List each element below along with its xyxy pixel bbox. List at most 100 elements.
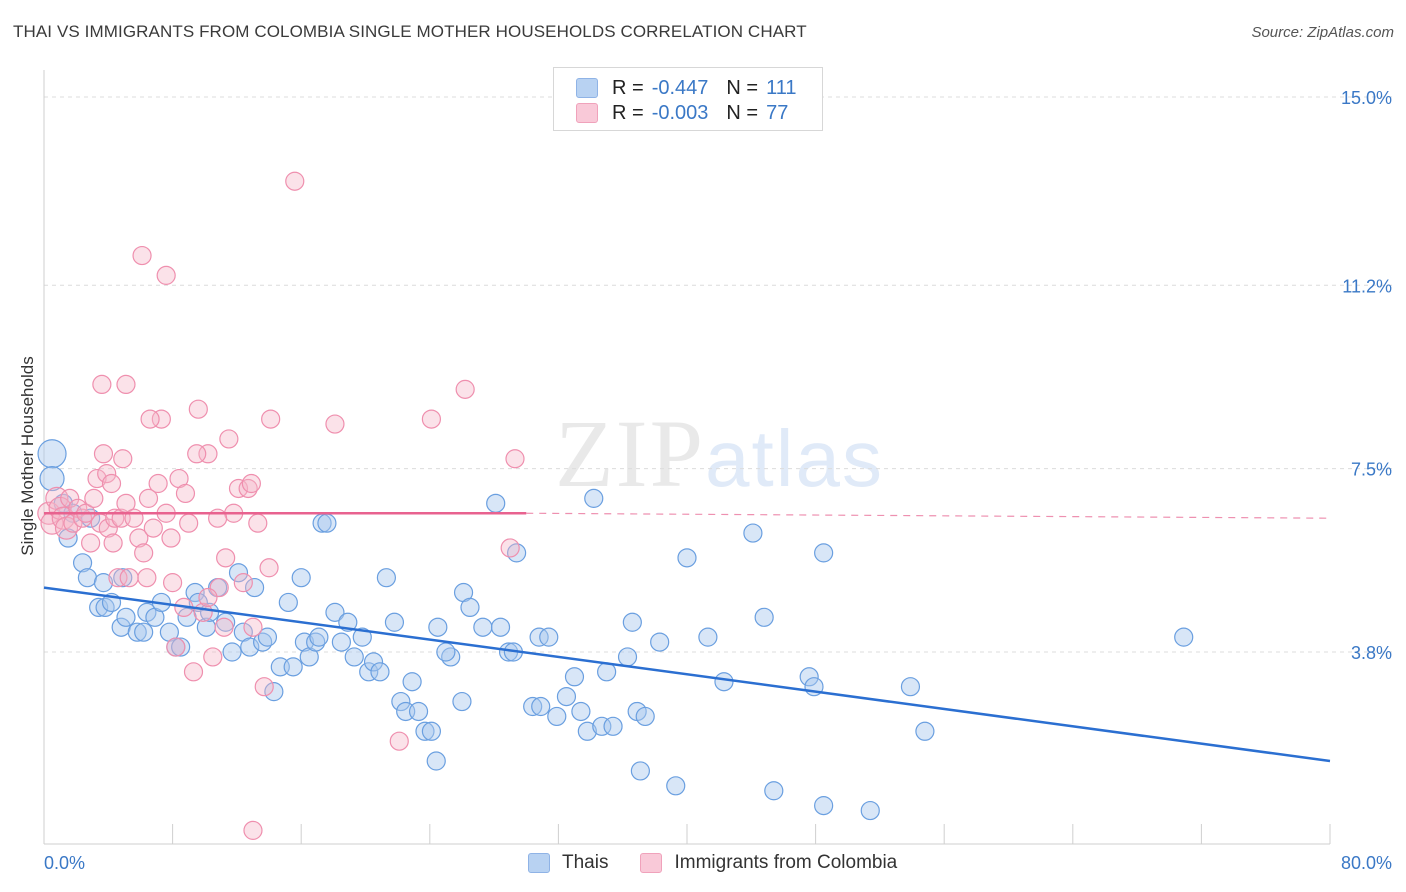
colombia-point xyxy=(124,508,144,528)
thais-point xyxy=(58,528,78,548)
colombia-point xyxy=(134,543,154,563)
colombia-point xyxy=(87,468,107,489)
thais-point xyxy=(421,721,442,741)
legend-swatch-colombia xyxy=(576,103,598,123)
colombia-point xyxy=(161,528,181,548)
colombia-point xyxy=(119,568,139,588)
colombia-point xyxy=(208,508,228,528)
thais-point xyxy=(486,493,506,513)
thais-point xyxy=(584,488,604,508)
colombia-point xyxy=(113,449,133,469)
thais-point xyxy=(539,627,559,647)
legend-r-label: R = xyxy=(612,101,644,124)
legend-label-thais: Thais xyxy=(562,852,609,873)
colombia-point xyxy=(243,820,263,840)
y-tick-label: 7.5% xyxy=(1351,460,1392,480)
colombia-point xyxy=(137,568,157,588)
thais-point xyxy=(77,568,98,588)
thais-point xyxy=(571,701,591,722)
y-axis-label: Single Mother Households xyxy=(18,356,37,556)
y-tick-label: 3.8% xyxy=(1351,643,1392,663)
y-tick-label: 11.2% xyxy=(1342,276,1392,296)
colombia-point xyxy=(108,568,128,588)
colombia-point xyxy=(93,444,114,464)
thais-point xyxy=(344,647,364,667)
thais-point xyxy=(415,721,435,741)
legend-n-label: N = xyxy=(726,101,759,124)
colombia-point xyxy=(187,444,207,464)
colombia-point xyxy=(216,548,236,568)
thais-point xyxy=(754,607,774,627)
colombia-point xyxy=(175,483,196,504)
thais-point xyxy=(95,597,115,618)
colombia-point xyxy=(97,464,117,484)
colombia-point xyxy=(505,449,525,469)
thais-point xyxy=(814,543,834,563)
colombia-point xyxy=(60,488,80,508)
watermark-zip: ZIP xyxy=(555,400,705,507)
colombia-point xyxy=(233,573,253,593)
legend-r-label: R = xyxy=(612,76,644,99)
thais-point xyxy=(363,652,384,672)
colombia-point xyxy=(500,538,520,558)
thais-point xyxy=(352,627,372,647)
thais-point xyxy=(426,751,446,771)
legend-r-value: -0.003 xyxy=(651,101,709,124)
thais-point xyxy=(617,647,638,667)
colombia-point xyxy=(198,444,218,464)
legend-item-thais: Thais xyxy=(528,852,608,874)
legend-swatch-thais xyxy=(528,853,550,873)
thais-point xyxy=(436,642,456,662)
series-legend: Thais Immigrants from Colombia xyxy=(528,852,929,874)
colombia-point xyxy=(203,647,223,667)
colombia-point xyxy=(138,488,159,508)
colombia-point xyxy=(148,473,168,494)
thais-point xyxy=(1174,627,1194,647)
colombia-point xyxy=(179,513,199,533)
thais-point xyxy=(376,568,396,588)
colombia-point xyxy=(166,637,186,657)
thais-point xyxy=(171,637,191,657)
thais-point xyxy=(37,439,67,469)
thais-point xyxy=(244,577,265,598)
thais-point xyxy=(384,612,405,632)
colombia-point xyxy=(285,171,305,191)
thais-point xyxy=(408,701,429,722)
colombia-point xyxy=(81,533,101,553)
colombia-point xyxy=(259,558,279,578)
colombia-point xyxy=(421,409,442,429)
thais-point xyxy=(531,696,551,717)
colombia-point xyxy=(188,399,208,419)
colombia-point xyxy=(228,478,249,499)
colombia-point xyxy=(219,429,239,449)
legend-label-colombia: Immigrants from Colombia xyxy=(674,852,898,873)
legend-n-label: N = xyxy=(726,76,759,99)
thais-point xyxy=(291,568,311,588)
thais-point xyxy=(650,632,670,652)
colombia-point xyxy=(129,528,149,548)
thais-point xyxy=(240,637,260,657)
colombia-point xyxy=(243,617,263,637)
thais-point xyxy=(370,662,390,682)
legend-n-value: 77 xyxy=(766,101,789,124)
thais-point xyxy=(814,796,834,816)
thais-point xyxy=(547,706,567,727)
thais-point xyxy=(72,553,93,573)
thais-point xyxy=(529,627,549,647)
thais-point xyxy=(325,602,345,622)
legend-swatch-thais xyxy=(576,78,598,98)
colombia-point xyxy=(132,245,152,266)
thais-point xyxy=(113,568,133,588)
thais-point xyxy=(257,627,278,647)
colombia-point xyxy=(325,414,345,434)
thais-point xyxy=(473,617,493,637)
colombia-point xyxy=(103,533,123,553)
thais-point xyxy=(507,543,527,563)
x-tick-label: 80.0% xyxy=(1341,853,1392,873)
colombia-trend-extension xyxy=(526,512,1331,519)
thais-point xyxy=(915,721,935,741)
thais-point xyxy=(677,548,697,568)
colombia-point xyxy=(183,662,204,682)
thais-point xyxy=(134,622,154,642)
